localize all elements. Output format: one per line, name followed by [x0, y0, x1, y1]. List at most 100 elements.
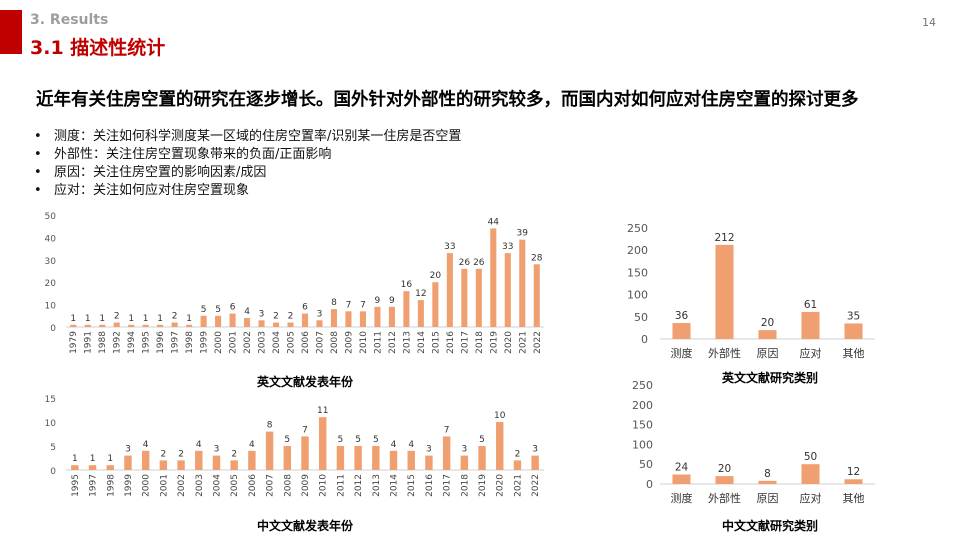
data-label: 9	[389, 296, 395, 306]
data-label: 12	[847, 466, 860, 478]
data-label: 24	[675, 461, 689, 473]
x-tick-label: 2020	[504, 331, 514, 354]
x-tick-label: 1995	[71, 474, 81, 497]
data-label: 1	[157, 314, 163, 324]
x-tick-label: 2017	[460, 331, 470, 354]
data-label: 9	[375, 296, 381, 306]
x-tick-label: 测度	[671, 491, 693, 505]
bar	[142, 324, 149, 327]
bar	[159, 460, 168, 470]
x-tick-label: 测度	[671, 346, 693, 360]
x-tick-label: 2021	[513, 474, 523, 497]
x-tick-label: 2019	[489, 331, 499, 354]
x-tick-label: 应对	[800, 346, 822, 360]
bar	[407, 450, 415, 470]
bar	[212, 455, 221, 470]
data-label: 7	[360, 300, 366, 310]
x-tick-label: 2013	[372, 474, 382, 497]
x-tick-label: 外部性	[708, 346, 741, 360]
bar	[88, 465, 97, 470]
data-label: 1	[70, 314, 76, 324]
bar	[200, 315, 207, 327]
x-tick-label: 2004	[272, 331, 282, 354]
x-tick-label: 1991	[84, 331, 94, 354]
bar	[171, 322, 178, 327]
section-number: 3. Results	[30, 12, 109, 28]
bar	[844, 479, 863, 484]
x-tick-label: 2018	[475, 331, 485, 354]
x-tick-label: 2015	[407, 474, 417, 497]
bar	[801, 464, 820, 484]
y-tick-label: 0	[646, 478, 653, 491]
chart-title: 中文文献研究类别	[722, 518, 818, 533]
bar	[715, 476, 734, 484]
x-tick-label: 2019	[478, 474, 488, 497]
data-label: 2	[288, 312, 294, 322]
data-label: 4	[408, 440, 414, 450]
x-tick-label: 2001	[159, 474, 169, 497]
x-tick-label: 1997	[89, 474, 99, 497]
data-label: 3	[125, 445, 131, 455]
data-label: 5	[215, 305, 221, 315]
y-tick-label: 200	[627, 244, 648, 257]
data-label: 8	[764, 468, 771, 480]
data-label: 4	[391, 440, 397, 450]
data-label: 7	[444, 425, 450, 435]
bar	[490, 228, 497, 327]
bar	[345, 311, 352, 327]
bar	[442, 436, 451, 470]
y-tick-label: 100	[632, 438, 653, 451]
x-tick-label: 2010	[319, 474, 329, 497]
section-title: 3.1 描述性统计	[30, 37, 166, 59]
bar	[301, 313, 309, 327]
bar	[301, 436, 309, 470]
data-label: 3	[214, 445, 220, 455]
bar	[283, 446, 292, 470]
x-tick-label: 2013	[402, 331, 412, 354]
bar	[758, 330, 777, 339]
data-label: 1	[128, 314, 134, 324]
bullet-item: 应对：关注如何应对住房空置现象	[34, 182, 461, 200]
x-tick-label: 1979	[69, 331, 79, 354]
x-tick-label: 2018	[460, 474, 470, 497]
bar	[417, 300, 424, 327]
data-label: 1	[107, 454, 113, 464]
x-tick-label: 2009	[344, 331, 354, 354]
bar	[672, 474, 691, 484]
data-label: 20	[718, 463, 731, 475]
data-label: 5	[338, 435, 344, 445]
data-label: 44	[488, 217, 500, 227]
x-tick-label: 原因	[757, 492, 779, 505]
data-label: 39	[517, 229, 529, 239]
x-tick-label: 1996	[156, 331, 166, 354]
bar	[316, 320, 323, 327]
x-tick-label: 1995	[142, 331, 152, 354]
x-tick-label: 2012	[388, 331, 398, 354]
data-label: 61	[804, 299, 817, 311]
data-label: 6	[230, 303, 236, 313]
x-tick-label: 2021	[518, 331, 528, 354]
x-tick-label: 1997	[171, 331, 181, 354]
bar	[71, 465, 79, 470]
bar	[128, 324, 135, 327]
bar	[519, 239, 526, 327]
data-label: 4	[196, 440, 202, 450]
y-tick-label: 0	[50, 467, 56, 477]
y-tick-label: 30	[45, 257, 57, 267]
x-tick-label: 2003	[258, 331, 268, 354]
data-label: 2	[515, 449, 521, 459]
data-label: 11	[317, 406, 328, 416]
y-tick-label: 250	[632, 379, 653, 392]
data-label: 5	[479, 435, 485, 445]
data-label: 3	[426, 445, 432, 455]
x-tick-label: 2022	[533, 331, 543, 354]
y-tick-label: 40	[45, 234, 57, 244]
data-label: 8	[267, 421, 273, 431]
x-tick-label: 2011	[336, 474, 346, 497]
data-label: 12	[415, 289, 426, 299]
bar	[801, 311, 820, 339]
bullet-list: 测度：关注如何科学测度某一区域的住房空置率/识别某一住房是否空置 外部性：关注住…	[34, 128, 461, 200]
chart-title: 中文文献发表年份	[257, 518, 354, 533]
bar	[272, 322, 280, 327]
data-label: 3	[532, 445, 538, 455]
